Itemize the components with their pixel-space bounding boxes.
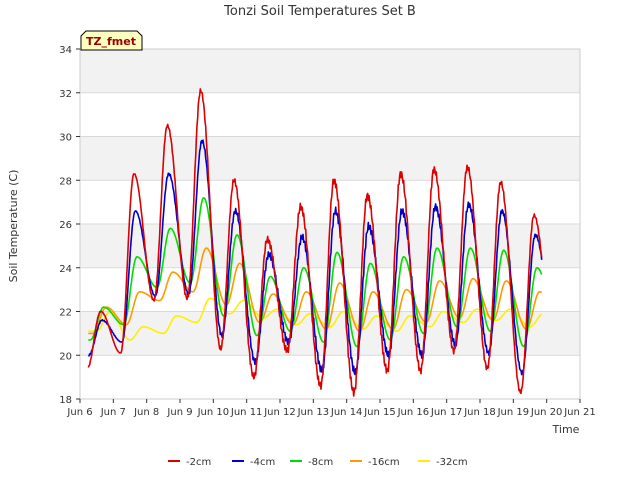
x-tick-label: Jun 18 [463, 407, 496, 418]
series-line-minus-16cm [88, 247, 543, 335]
series-line-minus-4cm [87, 139, 543, 376]
x-tick-label: Jun 6 [66, 407, 92, 418]
y-tick-label: 22 [59, 308, 72, 319]
x-tick-label: Jun 15 [363, 407, 396, 418]
y-tick-label: 20 [59, 351, 72, 362]
legend-item: -8cm [290, 457, 333, 468]
x-tick-label: Jun 12 [263, 407, 296, 418]
y-tick-label: 24 [59, 264, 72, 275]
band-2 [80, 136, 580, 181]
series-line-minus-2cm [87, 88, 543, 397]
legend-label: -16cm [368, 457, 400, 468]
series-line-minus-8cm [88, 197, 543, 348]
x-axis-label: Time [552, 423, 580, 436]
y-tick-label: 26 [59, 220, 72, 231]
chart-title: Tonzi Soil Temperatures Set B [223, 4, 416, 19]
legend-item: -32cm [418, 457, 468, 468]
legend-label: -4cm [250, 457, 275, 468]
y-tick-label: 30 [59, 133, 72, 144]
x-tick-label: Jun 20 [530, 407, 563, 418]
legend-item: -2cm [168, 457, 211, 468]
x-tick-label: Jun 17 [430, 407, 463, 418]
x-tick-label: Jun 13 [297, 407, 330, 418]
legend: -2cm -4cm -8cm -16cm -32cm [168, 457, 468, 468]
legend-label: -2cm [186, 457, 211, 468]
legend-label: -8cm [308, 457, 333, 468]
legend-label: -32cm [436, 457, 468, 468]
annotation-box [80, 30, 143, 51]
annotation-text: TZ_fmet [86, 35, 136, 48]
series-layer [87, 88, 543, 397]
y-tick-label: 18 [59, 395, 72, 406]
x-tick-label: Jun 21 [563, 407, 596, 418]
y-tick-label: 32 [59, 89, 72, 100]
x-tick-label: Jun 16 [397, 407, 430, 418]
y-tick-label: 34 [59, 45, 72, 56]
x-tick-label: Jun 19 [497, 407, 530, 418]
x-tick-label: Jun 9 [166, 407, 192, 418]
y-tick-label: 28 [59, 176, 72, 187]
x-tick-label: Jun 7 [100, 407, 126, 418]
y-axis-label: Soil Temperature (C) [7, 170, 20, 283]
y-axis-ticks: 18 20 22 24 26 28 30 32 34 [59, 45, 80, 406]
x-axis-ticks: Jun 6 Jun 7 Jun 8 Jun 9 Jun 10 Jun 11 Jun 12 Ju… [66, 399, 596, 418]
x-tick-label: Jun 11 [230, 407, 263, 418]
x-tick-label: Jun 14 [330, 407, 363, 418]
legend-item: -16cm [350, 457, 400, 468]
tz-fmet-annotation: TZ_fmet [80, 30, 143, 51]
x-tick-label: Jun 8 [133, 407, 159, 418]
x-tick-label: Jun 10 [197, 407, 230, 418]
band-3 [80, 49, 580, 93]
legend-item: -4cm [232, 457, 275, 468]
